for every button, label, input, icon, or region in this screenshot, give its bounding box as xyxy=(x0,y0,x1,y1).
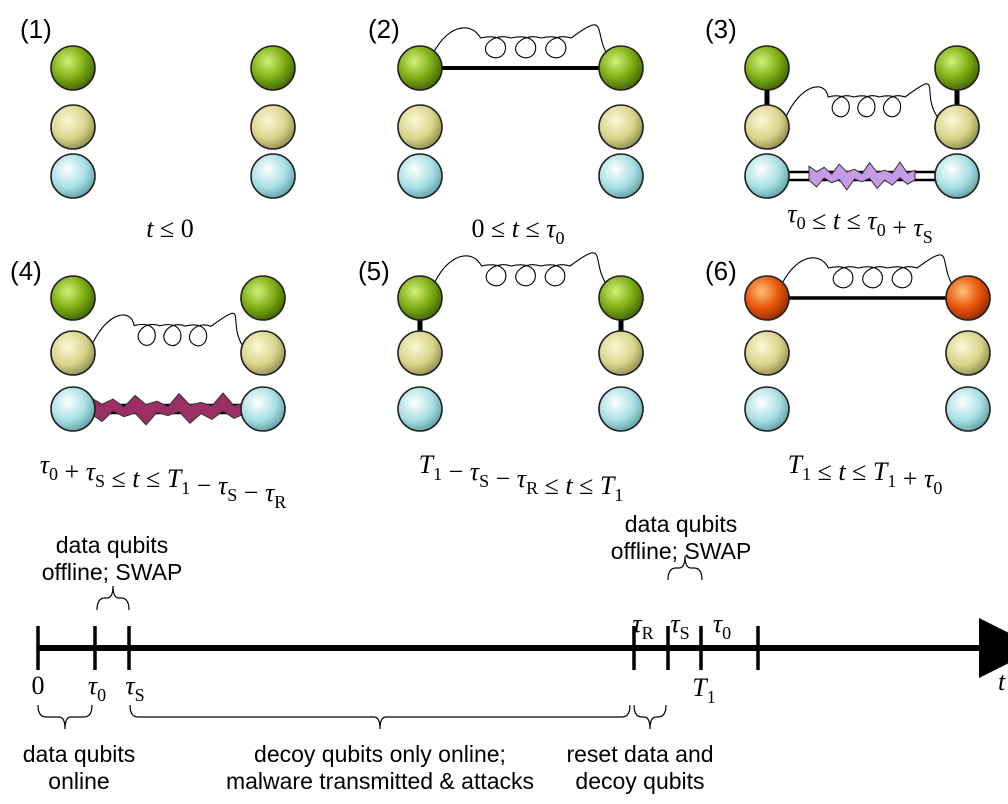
decoy-qubit xyxy=(240,386,286,432)
transmission-curve xyxy=(90,312,246,350)
memory-qubit xyxy=(50,330,96,376)
memory-qubit xyxy=(744,330,790,376)
timeline: t 0 τ0 τS τR τS τ0 T1 data qubits offline; SWAP da… xyxy=(23,511,1008,794)
note-decoy: decoy qubits only online; malware transmi… xyxy=(226,741,534,794)
panel-number: (1) xyxy=(20,14,52,44)
time-condition: τ0 ≤ t ≤ τ0 + τS xyxy=(787,199,932,247)
brace-swap-right xyxy=(667,555,703,581)
data-qubit xyxy=(397,45,443,91)
panel-number: (3) xyxy=(705,14,737,44)
transmission-curve xyxy=(431,252,610,289)
data-qubit-reset xyxy=(945,275,991,321)
note-swap-left: data qubits offline; SWAP xyxy=(42,532,183,585)
time-condition: T1 − τS − τR ≤ t ≤ T1 xyxy=(419,450,624,505)
transmission-curve xyxy=(778,254,957,291)
decoy-qubit xyxy=(945,386,991,432)
data-qubit xyxy=(744,45,790,91)
memory-qubit xyxy=(397,104,443,150)
panel-number: (5) xyxy=(358,256,390,286)
tick-label-tauR: τR xyxy=(632,609,653,643)
transmission-curve xyxy=(429,24,612,61)
panel-3: (3) τ0 ≤ t ≤ τ0 + τS xyxy=(705,14,980,247)
decoy-qubit xyxy=(397,153,443,199)
data-qubit xyxy=(50,45,96,91)
data-qubit xyxy=(598,45,644,91)
panel-number: (4) xyxy=(10,256,42,286)
note-reset: reset data and decoy qubits xyxy=(566,741,713,794)
memory-qubit xyxy=(50,104,96,150)
tick-label-tauS-top: τS xyxy=(670,609,689,643)
panel-number: (2) xyxy=(368,14,400,44)
tick-label-zero: 0 xyxy=(32,671,45,700)
decoy-qubit xyxy=(744,153,790,199)
time-condition: T1 ≤ t ≤ T1 + τ0 xyxy=(788,450,943,498)
note-online: data qubits online xyxy=(23,741,136,794)
decoy-qubit xyxy=(598,153,644,199)
data-qubit xyxy=(934,45,980,91)
time-condition: τ0 + τS ≤ t ≤ T1 − τS − τR xyxy=(40,450,287,512)
data-qubit xyxy=(598,275,644,321)
brace-swap-left xyxy=(96,585,130,611)
axis-label: t xyxy=(998,667,1006,696)
brace-decoy xyxy=(129,704,631,730)
decoy-qubit xyxy=(50,153,96,199)
data-qubit xyxy=(240,275,286,321)
data-qubit xyxy=(250,45,296,91)
decoy-qubit xyxy=(744,386,790,432)
decoy-qubit xyxy=(934,153,980,199)
panel-4: (4) τ0 + τS ≤ t ≤ T1 − τS − τR xyxy=(10,256,286,512)
data-qubit xyxy=(397,275,443,321)
memory-qubit xyxy=(397,330,443,376)
memory-qubit xyxy=(945,330,991,376)
memory-qubit xyxy=(598,330,644,376)
tick-label-tauS: τS xyxy=(125,671,144,705)
memory-qubit xyxy=(934,104,980,150)
brace-online xyxy=(37,704,93,730)
panel-2: (2) 0 ≤ t ≤ τ0 xyxy=(368,14,644,248)
panel-1: (1) t ≤ 0 xyxy=(20,14,296,243)
panel-number: (6) xyxy=(705,256,737,286)
attack-burst xyxy=(90,392,246,426)
tick-label-tau0: τ0 xyxy=(88,671,106,705)
tick-label-T1: T1 xyxy=(692,673,715,707)
decoy-qubit xyxy=(397,386,443,432)
tick-label-tau0-top: τ0 xyxy=(713,609,731,643)
memory-qubit xyxy=(598,104,644,150)
time-condition: 0 ≤ t ≤ τ0 xyxy=(471,214,564,248)
brace-reset xyxy=(633,704,667,730)
decoy-qubit xyxy=(50,386,96,432)
axis-arrowhead xyxy=(980,634,1003,662)
memory-qubit xyxy=(744,104,790,150)
attack-burst xyxy=(808,161,916,191)
transmission-curve xyxy=(784,83,940,120)
memory-qubit xyxy=(250,104,296,150)
memory-qubit xyxy=(240,330,286,376)
panel-6: (6) T1 ≤ t ≤ T1 + τ0 xyxy=(705,254,991,498)
note-swap-right: data qubits offline; SWAP xyxy=(611,511,752,564)
data-qubit-reset xyxy=(744,275,790,321)
panel-5: (5) T1 − τS − τR ≤ t ≤ T1 xyxy=(358,252,644,505)
decoy-qubit xyxy=(250,153,296,199)
decoy-qubit xyxy=(598,386,644,432)
time-condition: t ≤ 0 xyxy=(146,214,194,243)
data-qubit xyxy=(50,275,96,321)
